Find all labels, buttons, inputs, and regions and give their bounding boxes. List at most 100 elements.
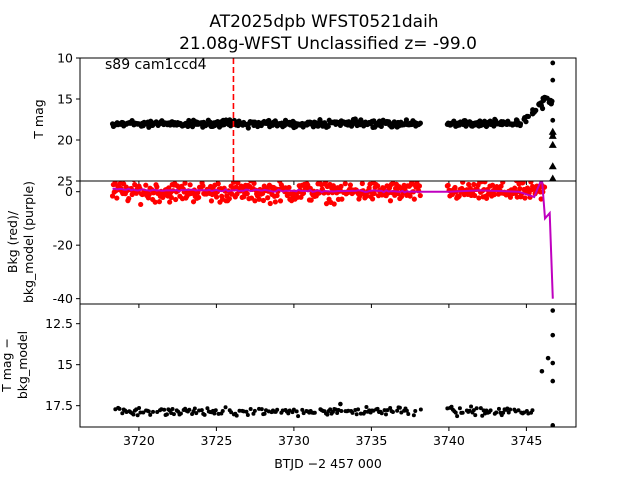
data-point <box>245 412 250 417</box>
bkg-point <box>369 196 376 202</box>
data-point <box>296 414 301 419</box>
data-point <box>244 409 249 414</box>
data-point <box>248 406 253 411</box>
bkg-point <box>259 190 266 197</box>
bkg-point <box>331 201 337 207</box>
bkg-point <box>520 181 526 185</box>
upper-limit-marker <box>548 140 557 148</box>
bkg-point <box>182 181 188 186</box>
panel-bottom: 12.5 15 17.5 3720 3725 3730 3735 3740 3745 <box>45 303 577 448</box>
data-point <box>548 98 554 104</box>
data-point <box>406 411 411 416</box>
data-point <box>506 410 511 415</box>
bkg-point <box>342 181 348 187</box>
bkg-point <box>483 195 490 201</box>
x-tick-label: 3725 <box>200 433 232 448</box>
data-point <box>131 412 136 417</box>
bkg-point <box>277 198 284 204</box>
data-point <box>539 105 546 112</box>
data-point <box>550 60 556 66</box>
data-point <box>205 406 210 411</box>
bkg-point <box>114 195 120 201</box>
data-point <box>411 413 416 418</box>
top-ylabel: T mag <box>31 99 46 139</box>
bkg-point <box>109 193 116 199</box>
data-point <box>194 411 199 416</box>
data-point <box>192 406 197 411</box>
y-tick-label: 17.5 <box>45 398 73 413</box>
data-point <box>350 410 355 415</box>
bkg-point <box>371 190 377 197</box>
panel-top: 10 15 20 25 <box>57 51 577 189</box>
y-tick-label: 15 <box>57 357 73 372</box>
bkg-point <box>265 195 271 201</box>
bkg-point <box>146 191 152 198</box>
plot-area <box>113 308 556 427</box>
data-point <box>383 412 388 417</box>
data-point <box>474 406 479 411</box>
data-point <box>141 410 146 415</box>
chart-title-line1: AT2025dpb WFST0521daih <box>209 12 438 32</box>
data-point <box>418 407 423 412</box>
bkg-point <box>339 196 345 202</box>
bkg-point <box>260 197 267 204</box>
bkg-point <box>126 195 132 202</box>
x-tick-label: 3745 <box>510 433 542 448</box>
data-point <box>245 125 251 131</box>
x-tick-label: 3740 <box>433 433 465 448</box>
middle-ylabel-line2: bkg_model (purple) <box>21 181 36 303</box>
data-point <box>494 410 499 415</box>
data-point <box>338 401 343 407</box>
data-point <box>294 409 299 414</box>
upper-limit-marker <box>549 174 557 181</box>
data-point <box>262 411 267 416</box>
data-point <box>550 423 556 427</box>
bkg-point <box>407 193 413 199</box>
bkg-point <box>323 201 330 207</box>
data-point <box>460 410 465 415</box>
bkg-point <box>235 181 241 186</box>
chart-annotation: s89 cam1ccd4 <box>105 57 207 73</box>
bkg-point <box>452 184 458 191</box>
bkg-point <box>267 200 273 207</box>
data-point <box>300 407 305 412</box>
upper-limit-marker <box>548 127 557 135</box>
data-point <box>453 410 458 415</box>
y-tick-label: 0 <box>65 184 73 199</box>
x-axis-label: BTJD −2 457 000 <box>274 456 382 471</box>
data-point <box>213 408 218 413</box>
data-point <box>148 412 153 417</box>
data-point <box>522 114 528 121</box>
data-point <box>199 408 204 413</box>
bkg-point <box>512 185 518 191</box>
bkg-point <box>338 183 344 189</box>
data-point <box>550 117 556 123</box>
bkg-point <box>417 192 423 199</box>
y-tick-label: 10 <box>57 51 73 66</box>
bkg-point <box>215 181 221 187</box>
data-point <box>328 407 333 412</box>
data-point <box>550 332 556 338</box>
middle-ylabel-line1: Bkg (red)/ <box>5 210 20 273</box>
bkg-point <box>482 181 488 185</box>
bkg-point <box>387 198 394 204</box>
plot-area <box>109 181 554 299</box>
bkg-point <box>154 184 160 190</box>
data-point <box>539 368 545 374</box>
data-point <box>178 411 183 416</box>
data-point <box>189 124 196 130</box>
bkg-point <box>522 195 528 201</box>
y-tick-label: -20 <box>53 238 73 253</box>
bkg-point <box>445 182 451 188</box>
data-point <box>516 408 521 413</box>
data-point <box>120 411 125 416</box>
bkg-point <box>152 199 158 205</box>
bkg-point <box>166 185 172 191</box>
x-tick-label: 3720 <box>123 433 155 448</box>
data-point <box>325 123 331 129</box>
bkg-model-line <box>112 181 554 299</box>
data-point <box>237 408 242 413</box>
data-point <box>186 117 192 124</box>
bkg-point <box>213 194 220 200</box>
